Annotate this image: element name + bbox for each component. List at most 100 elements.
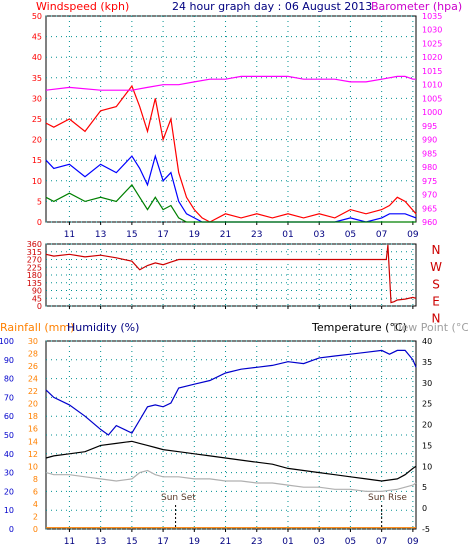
x-tick-label: 15 [126,230,137,240]
y-tick-label: 45 [32,294,42,303]
y-tick-label: 0 [9,525,14,534]
rainfall-axis-label: Rainfall (mm) [0,321,74,334]
x-tick-label: 09 [407,230,419,240]
x-tick-label: 03 [313,537,324,547]
x-tick-label: 01 [282,537,293,547]
y-tick-label: 180 [27,271,42,280]
x-tick-label: 23 [251,537,262,547]
x-tick-label: 05 [345,230,356,240]
series-layer [45,75,417,529]
y-tick-label: 1035 [422,12,442,21]
x-tick-label: 09 [407,537,419,547]
temperature-line [45,440,417,482]
y-tick-label: 40 [422,337,432,346]
y-tick-label: 100 [0,337,14,346]
y-tick-label: 270 [27,256,42,265]
y-tick-label: 985 [422,149,437,158]
y-tick-label: 12 [28,450,38,459]
y-tick-label: 50 [32,12,42,21]
x-tick-label: 13 [95,537,106,547]
y-tick-label: 90 [32,287,42,296]
y-tick-label: 28 [28,350,38,359]
y-tick-label: 995 [422,122,437,131]
y-tick-label: 20 [422,421,432,430]
y-tick-label: 20 [4,487,14,496]
y-tick-label: 30 [4,469,14,478]
x-tick-label: 11 [64,230,75,240]
y-tick-label: 60 [4,412,14,421]
y-tick-label: 5 [422,483,427,492]
compass-label: W [430,260,442,274]
wind-direction-line [45,244,417,304]
y-tick-label: 10 [28,462,38,471]
y-tick-label: 30 [32,94,42,103]
dewpoint-axis-label: Dew Point (°C) [393,321,468,334]
x-tick-label: 19 [189,537,201,547]
y-tick-label: 975 [422,177,437,186]
y-tick-label: 25 [422,400,432,409]
y-tick-label: 1030 [422,26,442,35]
y-tick-label: 360 [27,240,42,249]
y-tick-label: 35 [422,358,432,367]
x-tick-label: 17 [157,230,168,240]
x-tick-label: 23 [251,230,262,240]
y-tick-label: 10 [32,177,42,186]
y-tick-label: 26 [28,362,38,371]
y-tick-label: 90 [4,356,14,365]
y-tick-label: 10 [4,506,14,515]
x-tick-label: 03 [313,230,324,240]
x-tick-label: 07 [376,537,387,547]
y-tick-label: 960 [422,218,437,227]
y-tick-label: 0 [422,504,427,513]
y-tick-label: 40 [4,450,14,459]
axes-layer: 11 13 15 17 19 21 23 01 03 05 07 090510152025303540… [0,12,442,547]
barometer-line [45,75,416,91]
y-tick-label: 10 [422,462,432,471]
y-tick-label: 5 [37,197,42,206]
y-tick-label: 80 [4,375,14,384]
wind-series-line [45,183,416,223]
humidity-axis-label: Humidity (%) [67,321,139,334]
y-tick-label: 45 [32,33,42,42]
barometer-axis-label: Barometer (hpa) [371,0,462,13]
y-tick-label: 1000 [422,108,442,117]
y-tick-label: 20 [28,400,38,409]
temperature-axis-label: Temperature (°C) [311,321,407,334]
y-tick-label: 0 [37,302,42,311]
grid-layer [46,15,416,530]
y-tick-label: 30 [422,379,432,388]
sunset-label: Sun Set [161,493,196,503]
y-tick-label: 18 [28,412,38,421]
y-tick-label: 35 [32,74,42,83]
windspeed-line [45,84,417,223]
compass-label: N [432,312,441,326]
y-tick-label: 965 [422,204,437,213]
windspeed-axis-label: Windspeed (kph) [36,0,129,13]
graph-title: 24 hour graph day : 06 August 2013 [172,0,372,13]
y-tick-label: 16 [28,425,38,434]
y-tick-label: 40 [32,53,42,62]
y-tick-label: 0 [33,525,38,534]
y-tick-label: 8 [33,475,38,484]
y-tick-label: 980 [422,163,437,172]
x-tick-label: 05 [345,537,356,547]
x-tick-label: 19 [189,230,201,240]
y-tick-label: 70 [4,393,14,402]
y-tick-label: 22 [28,387,38,396]
y-tick-label: 135 [27,279,42,288]
y-tick-label: 2 [33,512,38,521]
y-tick-label: 1005 [422,94,442,103]
y-tick-label: 1020 [422,53,442,62]
compass-label: S [432,277,440,291]
x-tick-label: 21 [220,230,231,240]
humidity-line [45,349,417,436]
y-tick-label: 225 [27,263,42,272]
y-tick-label: 25 [32,115,42,124]
y-tick-label: 24 [28,375,38,384]
y-tick-label: 315 [27,248,42,257]
y-tick-label: 1015 [422,67,442,76]
x-tick-label: 15 [126,537,137,547]
y-tick-label: -5 [422,525,430,534]
sunrise-label: Sun Rise [368,493,407,503]
y-tick-label: 1010 [422,81,442,90]
